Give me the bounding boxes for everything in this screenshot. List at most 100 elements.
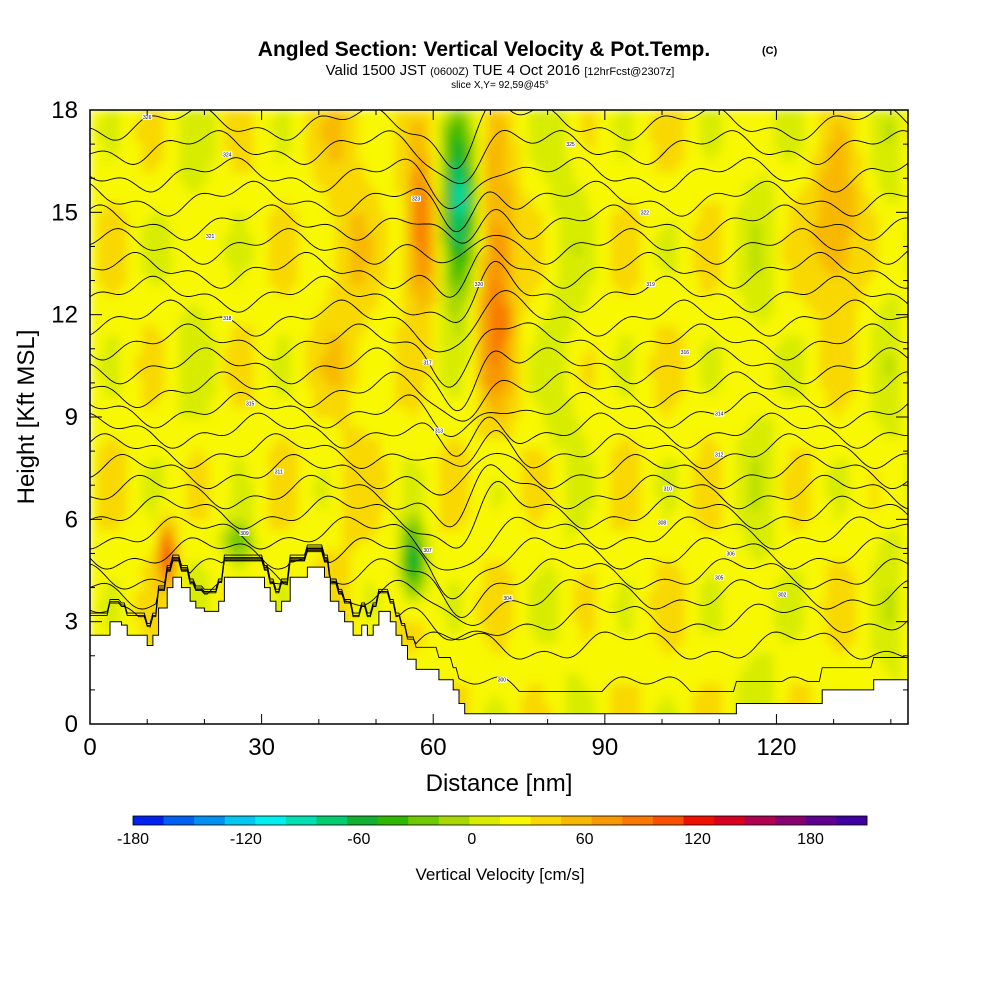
field-cell (402, 611, 411, 623)
field-cell (350, 570, 359, 582)
field-cell (677, 284, 686, 296)
field-cell (558, 110, 567, 122)
field-cell (320, 202, 329, 214)
field-cell (424, 191, 433, 204)
field-cell (536, 447, 545, 459)
field-cell (283, 417, 292, 429)
field-cell (506, 509, 515, 521)
field-cell (551, 642, 560, 654)
field-cell (558, 345, 567, 357)
field-cell (357, 150, 367, 163)
field-cell (699, 314, 709, 326)
field-cell (446, 509, 456, 521)
field-cell (506, 550, 515, 562)
field-cell (409, 150, 419, 163)
field-cell (565, 662, 575, 674)
field-cell (603, 519, 612, 531)
field-cell (209, 120, 218, 132)
field-cell (342, 335, 352, 347)
field-cell (104, 550, 114, 562)
field-cell (461, 191, 471, 204)
field-cell (112, 263, 121, 275)
field-cell (543, 324, 552, 337)
field-cell (558, 427, 567, 439)
field-cell (216, 202, 225, 214)
field-cell (335, 386, 344, 398)
field-cell (372, 212, 381, 224)
field-cell (275, 396, 285, 408)
field-cell (588, 150, 597, 163)
field-cell (134, 447, 143, 459)
field-cell (328, 437, 337, 449)
field-cell (573, 110, 582, 122)
field-cell (246, 386, 255, 398)
field-cell (662, 683, 671, 695)
field-cell (432, 335, 441, 347)
field-cell (365, 202, 374, 214)
field-cell (573, 191, 582, 204)
field-cell (439, 202, 448, 214)
field-cell (565, 672, 575, 684)
field-cell (521, 294, 530, 306)
field-cell (424, 591, 433, 603)
field-cell (625, 120, 634, 132)
field-cell (328, 488, 337, 500)
field-cell (432, 130, 441, 142)
field-cell (595, 304, 605, 316)
field-cell (528, 150, 538, 163)
field-cell (142, 488, 151, 500)
field-cell (394, 560, 404, 572)
field-cell (350, 539, 359, 551)
field-cell (372, 222, 381, 234)
field-cell (387, 376, 396, 388)
field-cell (603, 110, 612, 122)
field-cell (580, 181, 590, 193)
field-cell (380, 417, 389, 429)
field-cell (461, 417, 471, 429)
field-cell (655, 171, 664, 183)
field-cell (350, 314, 359, 326)
field-cell (432, 222, 441, 234)
field-cell (164, 580, 173, 592)
field-cell (476, 703, 486, 715)
field-cell (380, 304, 389, 316)
field-cell (387, 570, 396, 582)
field-cell (409, 202, 419, 214)
field-cell (513, 355, 523, 367)
field-cell (595, 519, 605, 531)
field-cell (499, 314, 508, 326)
field-cell (655, 110, 664, 122)
field-cell (632, 181, 642, 193)
field-cell (699, 417, 709, 429)
field-cell (417, 335, 426, 347)
field-cell (97, 580, 106, 592)
field-cell (595, 263, 605, 275)
field-cell (670, 140, 679, 152)
field-cell (365, 406, 374, 418)
field-cell (432, 140, 441, 152)
field-cell (580, 120, 590, 132)
field-cell (119, 253, 129, 265)
field-cell (655, 417, 664, 429)
field-cell (119, 468, 129, 480)
field-cell (484, 120, 493, 132)
field-cell (357, 120, 367, 132)
field-cell (119, 519, 129, 531)
field-cell (342, 120, 352, 132)
field-cell (127, 376, 136, 388)
field-cell (677, 355, 686, 367)
field-cell (580, 110, 590, 122)
field-cell (439, 550, 448, 562)
field-cell (670, 345, 679, 357)
field-cell (424, 232, 433, 244)
field-cell (268, 161, 277, 173)
field-cell (432, 110, 441, 122)
field-cell (692, 611, 701, 623)
field-cell (476, 447, 486, 459)
field-cell (142, 417, 151, 429)
field-cell (298, 181, 307, 193)
field-cell (573, 202, 582, 214)
field-cell (655, 161, 664, 173)
field-cell (588, 314, 597, 326)
field-cell (618, 110, 627, 122)
